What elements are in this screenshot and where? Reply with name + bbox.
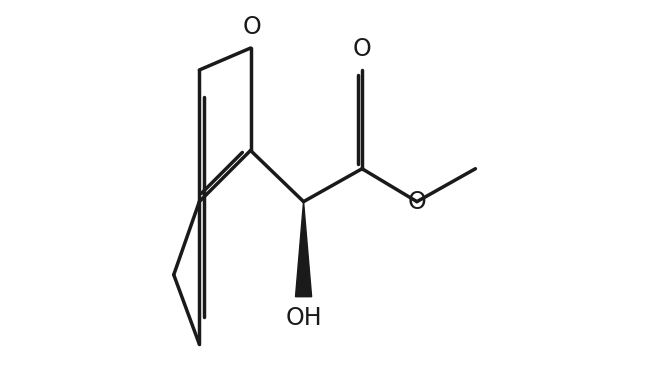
Text: O: O xyxy=(353,37,372,61)
Polygon shape xyxy=(296,202,312,297)
Text: O: O xyxy=(408,190,426,214)
Text: OH: OH xyxy=(285,306,322,330)
Text: O: O xyxy=(243,15,262,39)
